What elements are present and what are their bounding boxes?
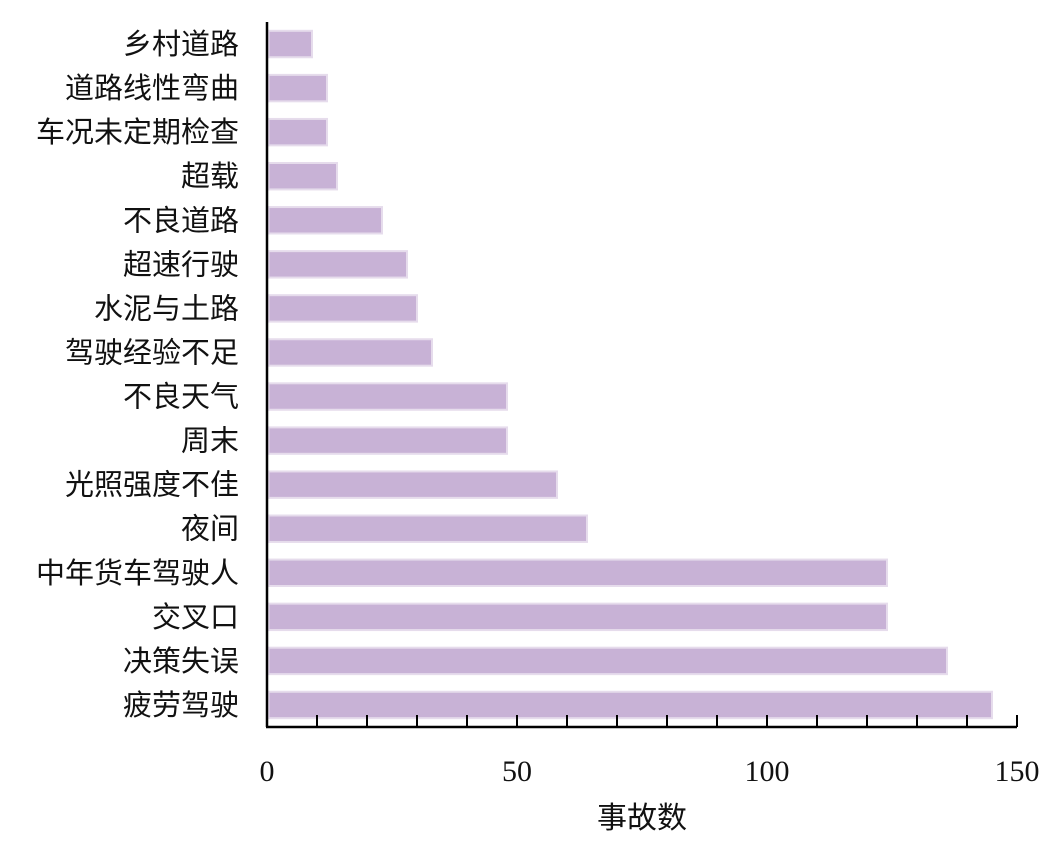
category-label: 光照强度不佳	[65, 468, 239, 502]
category-label: 疲劳驾驶	[123, 688, 239, 722]
x-tick-label: 150	[995, 755, 1040, 788]
x-axis-title: 事故数	[597, 801, 687, 836]
category-label: 中年货车驾驶人	[36, 556, 239, 590]
bar	[267, 646, 948, 676]
category-label: 超载	[181, 159, 239, 193]
x-ticks	[266, 715, 1018, 727]
bar	[267, 558, 888, 587]
x-tick-label: 50	[502, 755, 532, 788]
category-label: 周末	[181, 424, 239, 458]
x-tick-labels: 0 50 100 150	[260, 755, 1040, 788]
bar	[267, 117, 328, 147]
bar	[267, 162, 338, 191]
category-labels: 疲劳驾驶 决策失误 交叉口 中年货车驾驶人 夜间 光照强度不佳 周末 不良天气 驾驶经验不足 水泥…	[36, 27, 239, 722]
bar	[267, 29, 313, 59]
category-label: 乡村道路	[123, 27, 239, 61]
category-label: 不良道路	[123, 203, 239, 237]
bar	[267, 338, 433, 367]
category-label: 超速行驶	[123, 247, 239, 281]
bar	[267, 514, 588, 543]
category-label: 水泥与土路	[94, 291, 239, 325]
bar	[267, 602, 888, 632]
category-label: 驾驶经验不足	[65, 335, 239, 369]
x-tick-label: 100	[745, 755, 790, 788]
bar-group	[267, 29, 993, 720]
bar	[267, 382, 508, 411]
bar	[267, 470, 558, 499]
bar	[267, 73, 328, 103]
bar	[267, 250, 408, 279]
category-label: 道路线性弯曲	[65, 71, 239, 105]
category-label: 决策失误	[123, 644, 239, 678]
category-label: 夜间	[181, 512, 239, 546]
bar	[267, 206, 383, 235]
category-label: 交叉口	[152, 600, 239, 634]
x-tick-label: 0	[260, 755, 275, 788]
bar	[267, 426, 508, 455]
category-label: 不良天气	[123, 380, 239, 414]
category-label: 车况未定期检查	[36, 115, 239, 149]
bar	[267, 690, 993, 720]
bar	[267, 294, 418, 323]
